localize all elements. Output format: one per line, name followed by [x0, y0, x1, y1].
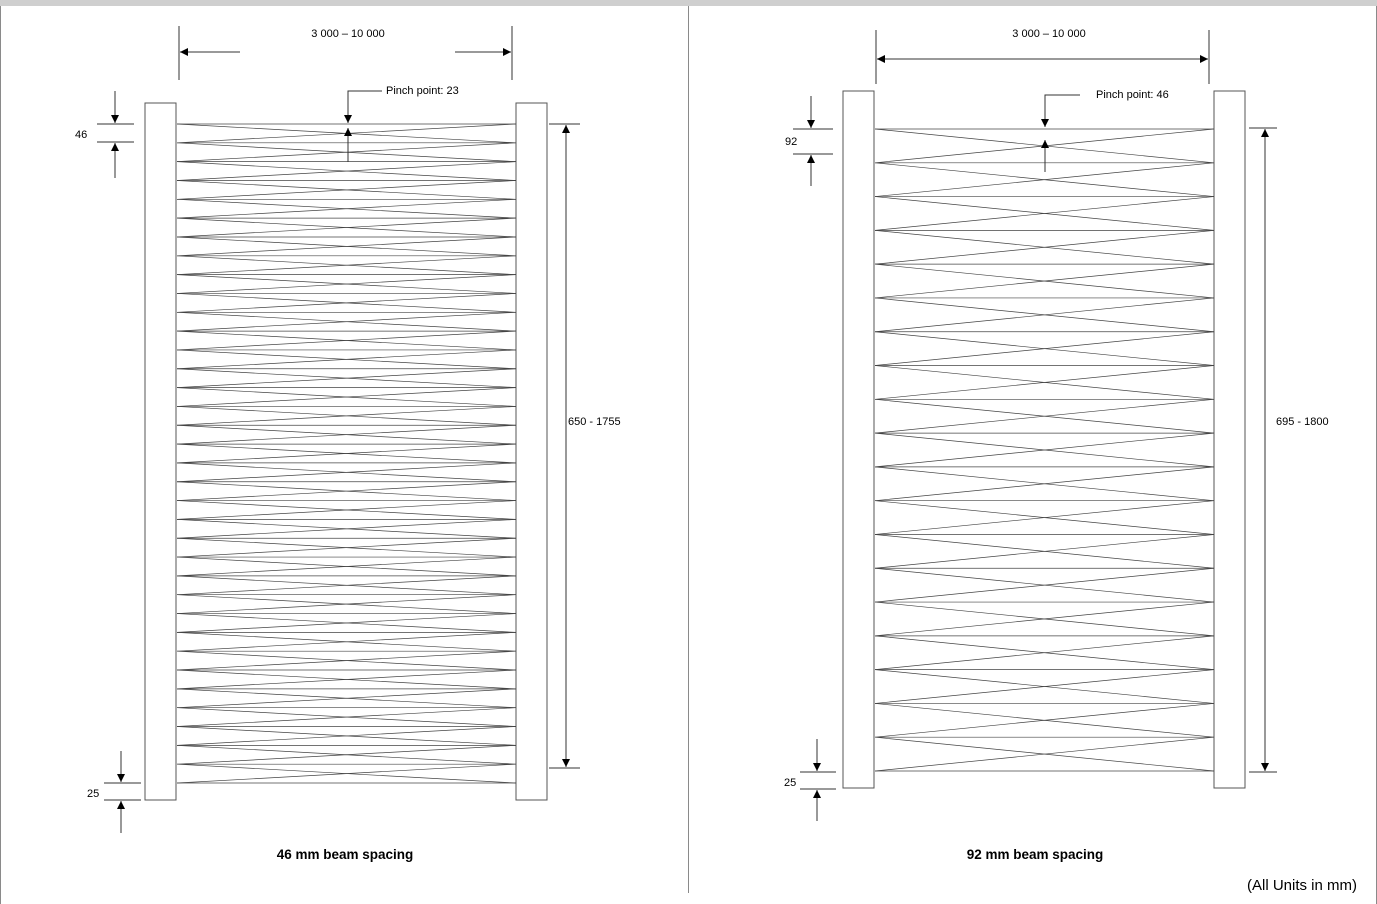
beam-line	[176, 462, 517, 483]
beam-line	[874, 331, 1215, 366]
beam-line	[176, 763, 517, 784]
beam-line	[176, 613, 517, 633]
beam-line	[176, 537, 517, 558]
beam-line	[176, 161, 517, 181]
beam-line	[874, 230, 1215, 265]
beam-line	[176, 368, 517, 388]
beam-line	[176, 481, 517, 501]
units-note: (All Units in mm)	[1247, 877, 1357, 894]
beam-line	[874, 263, 1215, 299]
beam-line	[874, 567, 1215, 603]
beam-line	[176, 293, 517, 313]
beam-line	[874, 297, 1215, 333]
beam-line	[176, 500, 517, 520]
beam-line	[176, 688, 517, 709]
left-spacing-label: 46	[75, 129, 87, 141]
beam-line	[176, 707, 517, 727]
right-beam-pattern	[874, 128, 1215, 772]
beam-line	[176, 650, 517, 671]
beam-line	[176, 255, 517, 275]
beam-line	[874, 601, 1215, 637]
left-pinch-label: Pinch point: 23	[386, 85, 459, 97]
beam-line	[874, 534, 1215, 569]
beam-line	[874, 669, 1215, 704]
left-bottom-label: 25	[87, 788, 99, 800]
left-receiver-column	[515, 102, 548, 801]
beam-line	[176, 142, 517, 163]
right-receiver-column	[1213, 90, 1246, 789]
beam-line	[176, 424, 517, 445]
right-pinch-label: Pinch point: 46	[1096, 89, 1169, 101]
beam-line	[874, 432, 1215, 468]
left-panel: 3 000 – 10 000 Pinch point: 23 46 25 650…	[75, 26, 621, 862]
beam-line	[874, 398, 1215, 434]
beam-line	[176, 594, 517, 614]
beam-line	[176, 575, 517, 596]
beam-line	[176, 387, 517, 407]
beam-line	[176, 556, 517, 577]
beam-line	[176, 311, 517, 332]
beam-line	[874, 365, 1215, 400]
left-emitter-column	[144, 102, 177, 801]
beam-line	[176, 217, 517, 238]
beam-line	[874, 736, 1215, 772]
right-spacing-label: 92	[785, 136, 797, 148]
beam-line	[874, 703, 1215, 738]
beam-line	[176, 632, 517, 652]
beam-line	[874, 162, 1215, 197]
beam-line	[874, 635, 1215, 670]
beam-line	[176, 406, 517, 426]
beam-line	[176, 330, 517, 351]
beam-line	[176, 519, 517, 539]
right-bottom-label: 25	[784, 777, 796, 789]
left-beam-pattern	[176, 123, 517, 784]
beam-line	[874, 196, 1215, 231]
left-height-label: 650 - 1755	[568, 416, 621, 428]
top-strip	[0, 0, 1377, 6]
beam-line	[176, 349, 517, 370]
beam-line	[176, 744, 517, 765]
beam-line	[176, 180, 517, 200]
left-width-label: 3 000 – 10 000	[311, 28, 384, 40]
right-panel: 3 000 – 10 000 Pinch point: 46 92 25 695…	[784, 28, 1329, 862]
beam-line	[176, 274, 517, 294]
left-caption: 46 mm beam spacing	[277, 847, 414, 862]
right-emitter-column	[842, 90, 875, 789]
right-width-label: 3 000 – 10 000	[1012, 28, 1085, 40]
beam-line	[874, 466, 1215, 502]
right-height-label: 695 - 1800	[1276, 416, 1329, 428]
right-caption: 92 mm beam spacing	[967, 847, 1104, 862]
beam-line	[176, 669, 517, 690]
beam-line	[176, 443, 517, 464]
beam-line	[176, 236, 517, 257]
beam-line	[874, 500, 1215, 535]
beam-line	[176, 726, 517, 746]
beam-line	[176, 198, 517, 219]
